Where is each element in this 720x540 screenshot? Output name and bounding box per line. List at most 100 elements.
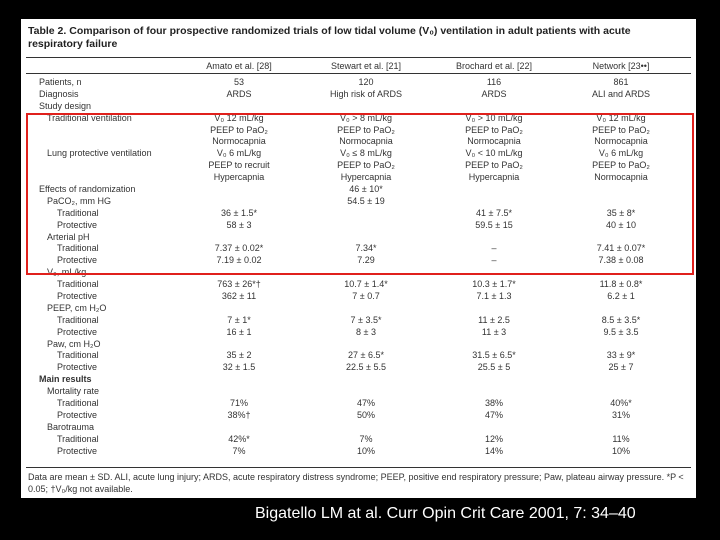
row-label: Arterial pH	[47, 231, 90, 242]
column-header-brochard: Brochard et al. [22]	[455, 61, 533, 71]
table-cell: 120	[358, 77, 374, 87]
table-row: Patients, n 53 120 116 861	[21, 77, 696, 89]
table-cell: 40 ± 10	[606, 219, 636, 230]
table-cell: 7 ± 0.7	[352, 291, 380, 302]
table-row: PEEP to PaO₂ PEEP to PaO₂ PEEP to PaO₂ PEEP…	[21, 125, 696, 137]
table-cell: PEEP to PaO₂	[337, 124, 395, 135]
table-cell: 47%	[356, 398, 376, 409]
table-cell: PEEP to PaO₂	[592, 160, 650, 171]
table-cell: 7%	[232, 445, 246, 456]
table-cell: PEEP to PaO₂	[465, 124, 523, 135]
table-row: Traditional 36 ± 1.5* 41 ± 7.5* 35 ± 8*	[21, 208, 696, 220]
table-body: Patients, n 53 120 116 861 Diagnosis ARDS High …	[21, 77, 696, 458]
table-cell: 22.5 ± 5.5	[346, 362, 386, 373]
table-cell: 11%	[612, 433, 630, 444]
table-cell: Normocapnia	[594, 136, 648, 147]
column-header-stewart: Stewart et al. [21]	[330, 61, 402, 71]
table-row: Traditional 35 ± 2 27 ± 6.5* 31.5 ± 6.5* 33 …	[21, 350, 696, 362]
table-cell: V₀ ≤ 8 mL/kg	[340, 148, 392, 159]
row-label: Lung protective ventilation	[47, 148, 152, 159]
table-slide: Table 2. Comparison of four prospective …	[21, 19, 696, 498]
table-cell: V₀ 6 mL/kg	[598, 148, 644, 159]
table-row: Protective 38%† 50% 47% 31%	[21, 410, 696, 422]
table-row: Traditional 7.37 ± 0.02* 7.34* – 7.41 ± 0.07…	[21, 243, 696, 255]
title-divider	[26, 57, 691, 58]
row-label: Study design	[39, 100, 92, 111]
table-cell: 32 ± 1.5	[222, 362, 256, 373]
table-row: Traditional 763 ± 26*† 10.7 ± 1.4* 10.3 ± 1…	[21, 279, 696, 291]
table-cell: 10.7 ± 1.4*	[344, 279, 388, 290]
table-cell: 11 ± 2.5	[478, 314, 510, 325]
table-row: Normocapnia Normocapnia Normocapnia Normoca…	[21, 136, 696, 148]
table-cell: 7.1 ± 1.3	[476, 291, 512, 302]
table-cell: 11 ± 3	[481, 326, 507, 337]
table-cell: –	[491, 255, 497, 266]
table-cell: 7.41 ± 0.07*	[596, 243, 646, 254]
table-cell: PEEP to recruit	[208, 160, 270, 171]
table-cell: 7.19 ± 0.02	[216, 255, 262, 266]
table-row: Traditional 71% 47% 38% 40%*	[21, 398, 696, 410]
table-row: Mortality rate	[21, 386, 696, 398]
table-cell: V₀ 6 mL/kg	[216, 148, 262, 159]
table-cell: Normocapnia	[212, 136, 266, 147]
table-cell: PEEP to PaO₂	[337, 160, 395, 171]
row-label: Protective	[57, 219, 98, 230]
row-label: Traditional	[57, 243, 99, 254]
table-cell: 25 ± 7	[608, 362, 634, 373]
table-cell: V₀ > 10 mL/kg	[465, 112, 523, 123]
table-footnote: Data are mean ± SD. ALI, acute lung inju…	[28, 472, 684, 494]
table-cell: 54.5 ± 19	[347, 195, 385, 206]
table-cell: 7.29	[357, 255, 375, 266]
row-label: Traditional	[57, 314, 99, 325]
table-row: V₀, mL/kg	[21, 267, 696, 279]
table-cell: 40%*	[610, 398, 632, 409]
row-label: Protective	[57, 409, 98, 420]
table-cell: 763 ± 26*†	[217, 279, 261, 290]
table-row: Arterial pH	[21, 232, 696, 244]
table-cell: 71%	[229, 398, 249, 409]
table-cell: 46 ± 10*	[349, 184, 383, 195]
table-cell: 31%	[611, 409, 631, 420]
table-cell: PEEP to PaO₂	[465, 160, 523, 171]
table-cell: 11.8 ± 0.8*	[599, 279, 643, 290]
table-row: Main results	[21, 374, 696, 386]
table-row: Paw, cm H₂O	[21, 339, 696, 351]
table-cell: Normocapnia	[594, 172, 648, 183]
table-row: Traditional 7 ± 1* 7 ± 3.5* 11 ± 2.5 8.5 ± 3…	[21, 315, 696, 327]
row-label: Diagnosis	[39, 88, 79, 99]
row-label: Paw, cm H₂O	[47, 338, 101, 349]
row-label: V₀, mL/kg	[47, 267, 87, 278]
table-row: Protective 58 ± 3 59.5 ± 15 40 ± 10	[21, 220, 696, 232]
table-title: Table 2. Comparison of four prospective …	[28, 25, 631, 50]
table-row: Traditional ventilation V₀ 12 mL/kg V₀ > 8…	[21, 113, 696, 125]
table-cell: 10%	[611, 445, 631, 456]
row-label: Protective	[57, 326, 98, 337]
table-cell: 31.5 ± 6.5*	[472, 350, 516, 361]
table-cell: V₀ < 10 mL/kg	[465, 148, 523, 159]
table-cell: 36 ± 1.5*	[221, 207, 257, 218]
table-cell: 7 ± 1*	[227, 314, 251, 325]
column-header-amato: Amato et al. [28]	[206, 61, 272, 71]
row-label: Mortality rate	[47, 386, 100, 397]
table-cell: ALI and ARDS	[591, 88, 651, 99]
table-cell: 25.5 ± 5	[477, 362, 511, 373]
column-header-network: Network [23••]	[592, 61, 650, 71]
table-cell: 59.5 ± 15	[475, 219, 513, 230]
table-cell: 50%	[356, 409, 376, 420]
table-row: PEEP, cm H₂O	[21, 303, 696, 315]
row-label: Patients, n	[39, 77, 82, 87]
table-cell: V₀ 12 mL/kg	[214, 112, 264, 123]
row-label: Protective	[57, 255, 98, 266]
table-row: Protective 16 ± 1 8 ± 3 11 ± 3 9.5 ± 3.5	[21, 327, 696, 339]
row-label: Protective	[57, 445, 98, 456]
table-row: PaCO₂, mm HG 54.5 ± 19	[21, 196, 696, 208]
row-label: Traditional	[57, 433, 99, 444]
row-label: Protective	[57, 291, 98, 302]
row-label: PEEP, cm H₂O	[47, 302, 107, 313]
table-cell: 7.37 ± 0.02*	[214, 243, 264, 254]
table-cell: 38%	[484, 398, 504, 409]
row-label: Traditional	[57, 398, 99, 409]
row-label: Traditional	[57, 350, 99, 361]
row-label: Protective	[57, 362, 98, 373]
table-cell: 35 ± 2	[226, 350, 252, 361]
